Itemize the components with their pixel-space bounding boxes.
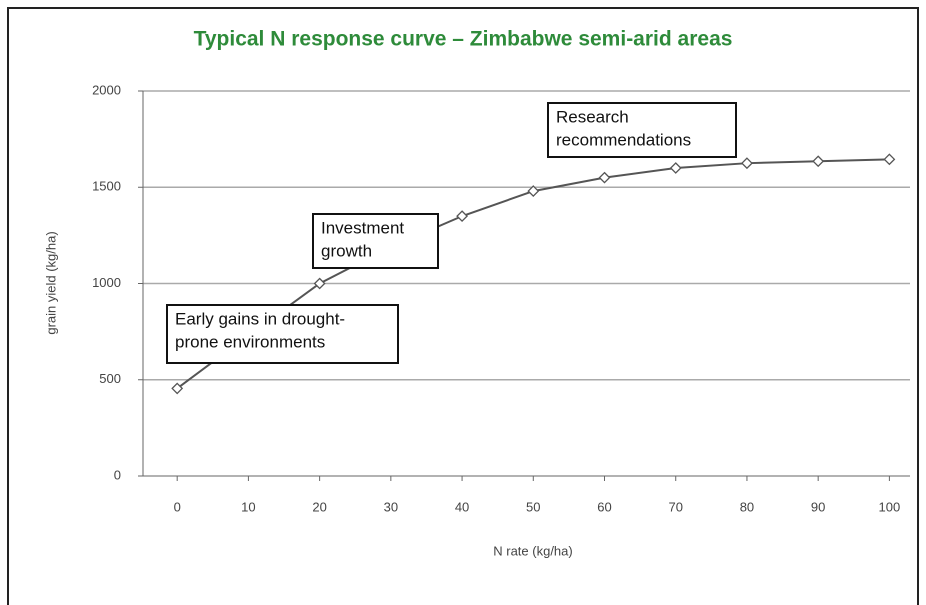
x-tick-label: 90: [811, 499, 825, 514]
annotation-text: Research: [556, 107, 629, 126]
x-tick-label: 0: [174, 499, 181, 514]
data-point: [527, 185, 540, 198]
data-point: [669, 162, 682, 174]
annotation-text: Investment: [321, 218, 404, 237]
x-tick-label: 30: [384, 499, 398, 514]
data-point: [741, 157, 753, 170]
annotation: Early gains in drought-prone environment…: [166, 304, 399, 364]
annotation-text: Early gains in drought-: [175, 309, 345, 328]
annotation-box: [166, 304, 399, 364]
data-point: [171, 382, 184, 395]
annotation-text: recommendations: [556, 130, 691, 149]
chart-title: Typical N response curve – Zimbabwe semi…: [194, 28, 733, 51]
frame: [7, 7, 919, 605]
annotation: Research recommendations: [547, 102, 737, 158]
x-tick-label: 70: [668, 499, 682, 514]
x-tick-label: 100: [879, 499, 901, 514]
y-tick-label: 1000: [92, 275, 121, 290]
x-tick-label: 60: [597, 499, 611, 514]
data-point: [812, 155, 825, 168]
x-tick-label: 20: [312, 499, 326, 514]
y-tick-label: 2000: [92, 82, 121, 97]
data-point: [313, 277, 326, 290]
annotation-box: [547, 102, 737, 158]
data-point: [883, 153, 896, 166]
y-tick-label: 1500: [92, 179, 121, 194]
annotation-text: prone environments: [175, 332, 325, 351]
annotation-text: growth: [321, 241, 372, 260]
data-point: [598, 171, 611, 184]
x-tick-label: 80: [740, 499, 754, 514]
annotation-box: [312, 213, 439, 269]
annotation: Investment growth: [312, 213, 439, 269]
x-tick-label: 40: [455, 499, 469, 514]
y-tick-label: 0: [114, 467, 121, 482]
data-point: [456, 210, 468, 223]
x-tick-label: 10: [241, 499, 255, 514]
x-tick-label: 50: [526, 499, 540, 514]
y-tick-label: 500: [99, 371, 121, 386]
x-axis-label: N rate (kg/ha): [493, 543, 572, 558]
y-axis-label: grain yield (kg/ha): [43, 231, 58, 334]
